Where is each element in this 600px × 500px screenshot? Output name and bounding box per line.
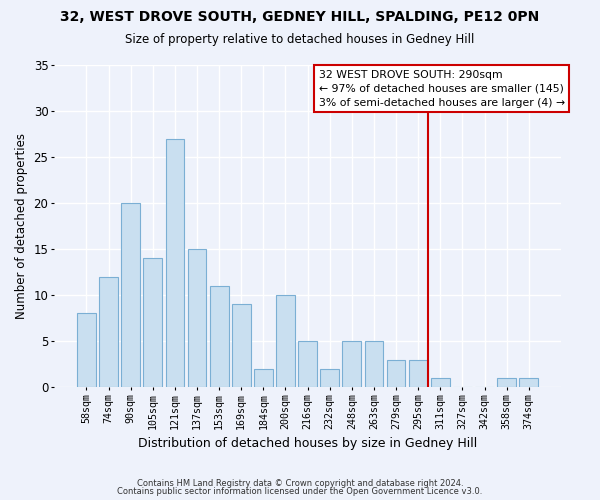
Bar bbox=[99, 276, 118, 387]
Bar bbox=[343, 341, 361, 387]
Bar bbox=[365, 341, 383, 387]
X-axis label: Distribution of detached houses by size in Gedney Hill: Distribution of detached houses by size … bbox=[138, 437, 477, 450]
Bar bbox=[166, 138, 184, 387]
Text: 32 WEST DROVE SOUTH: 290sqm
← 97% of detached houses are smaller (145)
3% of sem: 32 WEST DROVE SOUTH: 290sqm ← 97% of det… bbox=[319, 70, 565, 108]
Bar bbox=[520, 378, 538, 387]
Bar bbox=[276, 295, 295, 387]
Bar bbox=[298, 341, 317, 387]
Bar bbox=[121, 203, 140, 387]
Text: Size of property relative to detached houses in Gedney Hill: Size of property relative to detached ho… bbox=[125, 32, 475, 46]
Text: Contains HM Land Registry data © Crown copyright and database right 2024.: Contains HM Land Registry data © Crown c… bbox=[137, 478, 463, 488]
Bar bbox=[77, 314, 96, 387]
Text: 32, WEST DROVE SOUTH, GEDNEY HILL, SPALDING, PE12 0PN: 32, WEST DROVE SOUTH, GEDNEY HILL, SPALD… bbox=[61, 10, 539, 24]
Bar bbox=[210, 286, 229, 387]
Bar bbox=[143, 258, 162, 387]
Bar bbox=[386, 360, 406, 387]
Bar bbox=[409, 360, 428, 387]
Bar bbox=[497, 378, 516, 387]
Text: Contains public sector information licensed under the Open Government Licence v3: Contains public sector information licen… bbox=[118, 487, 482, 496]
Bar bbox=[232, 304, 251, 387]
Bar bbox=[254, 368, 273, 387]
Bar bbox=[320, 368, 339, 387]
Y-axis label: Number of detached properties: Number of detached properties bbox=[15, 133, 28, 319]
Bar bbox=[188, 249, 206, 387]
Bar bbox=[431, 378, 450, 387]
